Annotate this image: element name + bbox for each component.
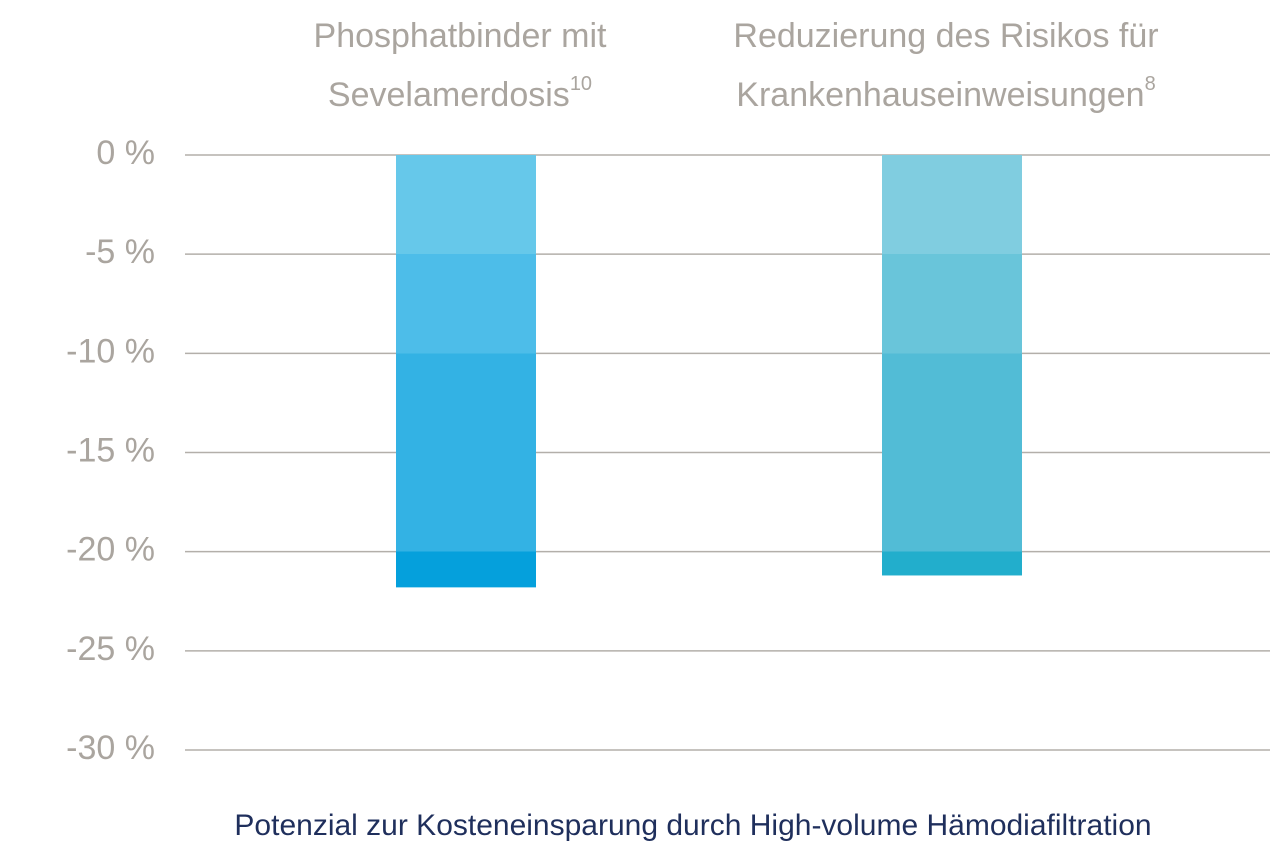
bar [882, 155, 1022, 576]
category-superscript: 10 [570, 73, 592, 95]
y-tick-label: -10 % [66, 332, 155, 370]
category-label-line: Reduzierung des Risikos für [733, 17, 1158, 55]
category-label: Phosphatbinder mit [314, 17, 608, 55]
category-label: Reduzierung des Risikos für [733, 17, 1158, 55]
y-tick-label: -20 % [66, 531, 155, 569]
category-label: Sevelamerdosis10 [328, 73, 592, 114]
chart-title: Potenzial zur Kosteneinsparung durch Hig… [234, 809, 1151, 842]
y-tick-label: 0 % [96, 134, 155, 172]
y-tick-label: -5 % [85, 233, 155, 271]
bar [396, 155, 536, 588]
y-tick-label: -30 % [66, 729, 155, 767]
category-label: Krankenhauseinweisungen8 [736, 73, 1155, 114]
category-label-line: Phosphatbinder mit [314, 17, 608, 55]
category-label-line: Krankenhauseinweisungen [736, 76, 1144, 114]
y-tick-label: -25 % [66, 630, 155, 668]
category-superscript: 8 [1145, 73, 1156, 95]
category-label-line: Sevelamerdosis [328, 76, 570, 114]
y-tick-label: -15 % [66, 431, 155, 469]
